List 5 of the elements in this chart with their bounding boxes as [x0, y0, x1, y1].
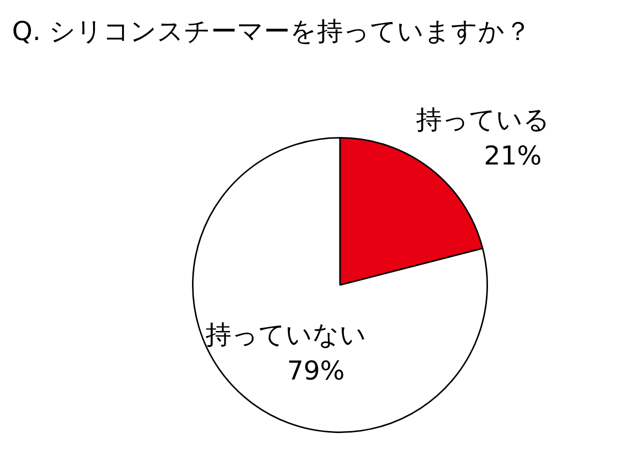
slice-label: 持っていない — [205, 320, 366, 351]
slice-label: 持っている — [416, 105, 550, 136]
chart-title: Q. シリコンスチーマーを持っていますか？ — [12, 16, 531, 49]
data-label: 21% — [484, 141, 542, 172]
data-label: 79% — [286, 356, 345, 387]
